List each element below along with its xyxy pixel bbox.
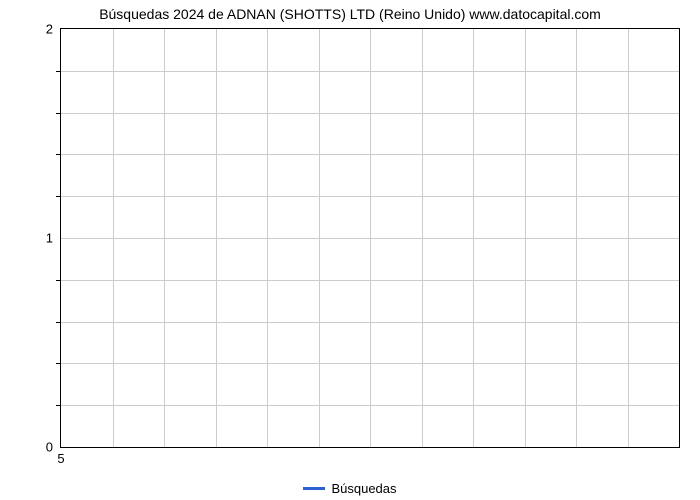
y-axis-minor-tick (56, 280, 61, 281)
grid-line-horizontal (61, 280, 679, 281)
y-axis-tick-label: 1 (46, 231, 61, 246)
grid-line-horizontal (61, 363, 679, 364)
legend-series-label: Búsquedas (331, 481, 396, 496)
grid-line-horizontal (61, 71, 679, 72)
x-axis-tick-label: 5 (57, 447, 64, 466)
plot-area: 0125 (60, 28, 680, 448)
grid-line-horizontal (61, 113, 679, 114)
y-axis-tick-label: 2 (46, 22, 61, 37)
grid-line-horizontal (61, 238, 679, 239)
y-axis-minor-tick (56, 196, 61, 197)
grid-line-horizontal (61, 322, 679, 323)
y-axis-minor-tick (56, 363, 61, 364)
y-axis-minor-tick (56, 154, 61, 155)
y-axis-minor-tick (56, 322, 61, 323)
grid-line-horizontal (61, 154, 679, 155)
legend-swatch (303, 487, 325, 490)
grid-line-horizontal (61, 196, 679, 197)
y-axis-minor-tick (56, 71, 61, 72)
legend: Búsquedas (0, 481, 700, 496)
chart-title: Búsquedas 2024 de ADNAN (SHOTTS) LTD (Re… (0, 6, 700, 22)
y-axis-minor-tick (56, 405, 61, 406)
y-axis-minor-tick (56, 113, 61, 114)
grid-line-horizontal (61, 405, 679, 406)
chart-container: Búsquedas 2024 de ADNAN (SHOTTS) LTD (Re… (0, 0, 700, 500)
